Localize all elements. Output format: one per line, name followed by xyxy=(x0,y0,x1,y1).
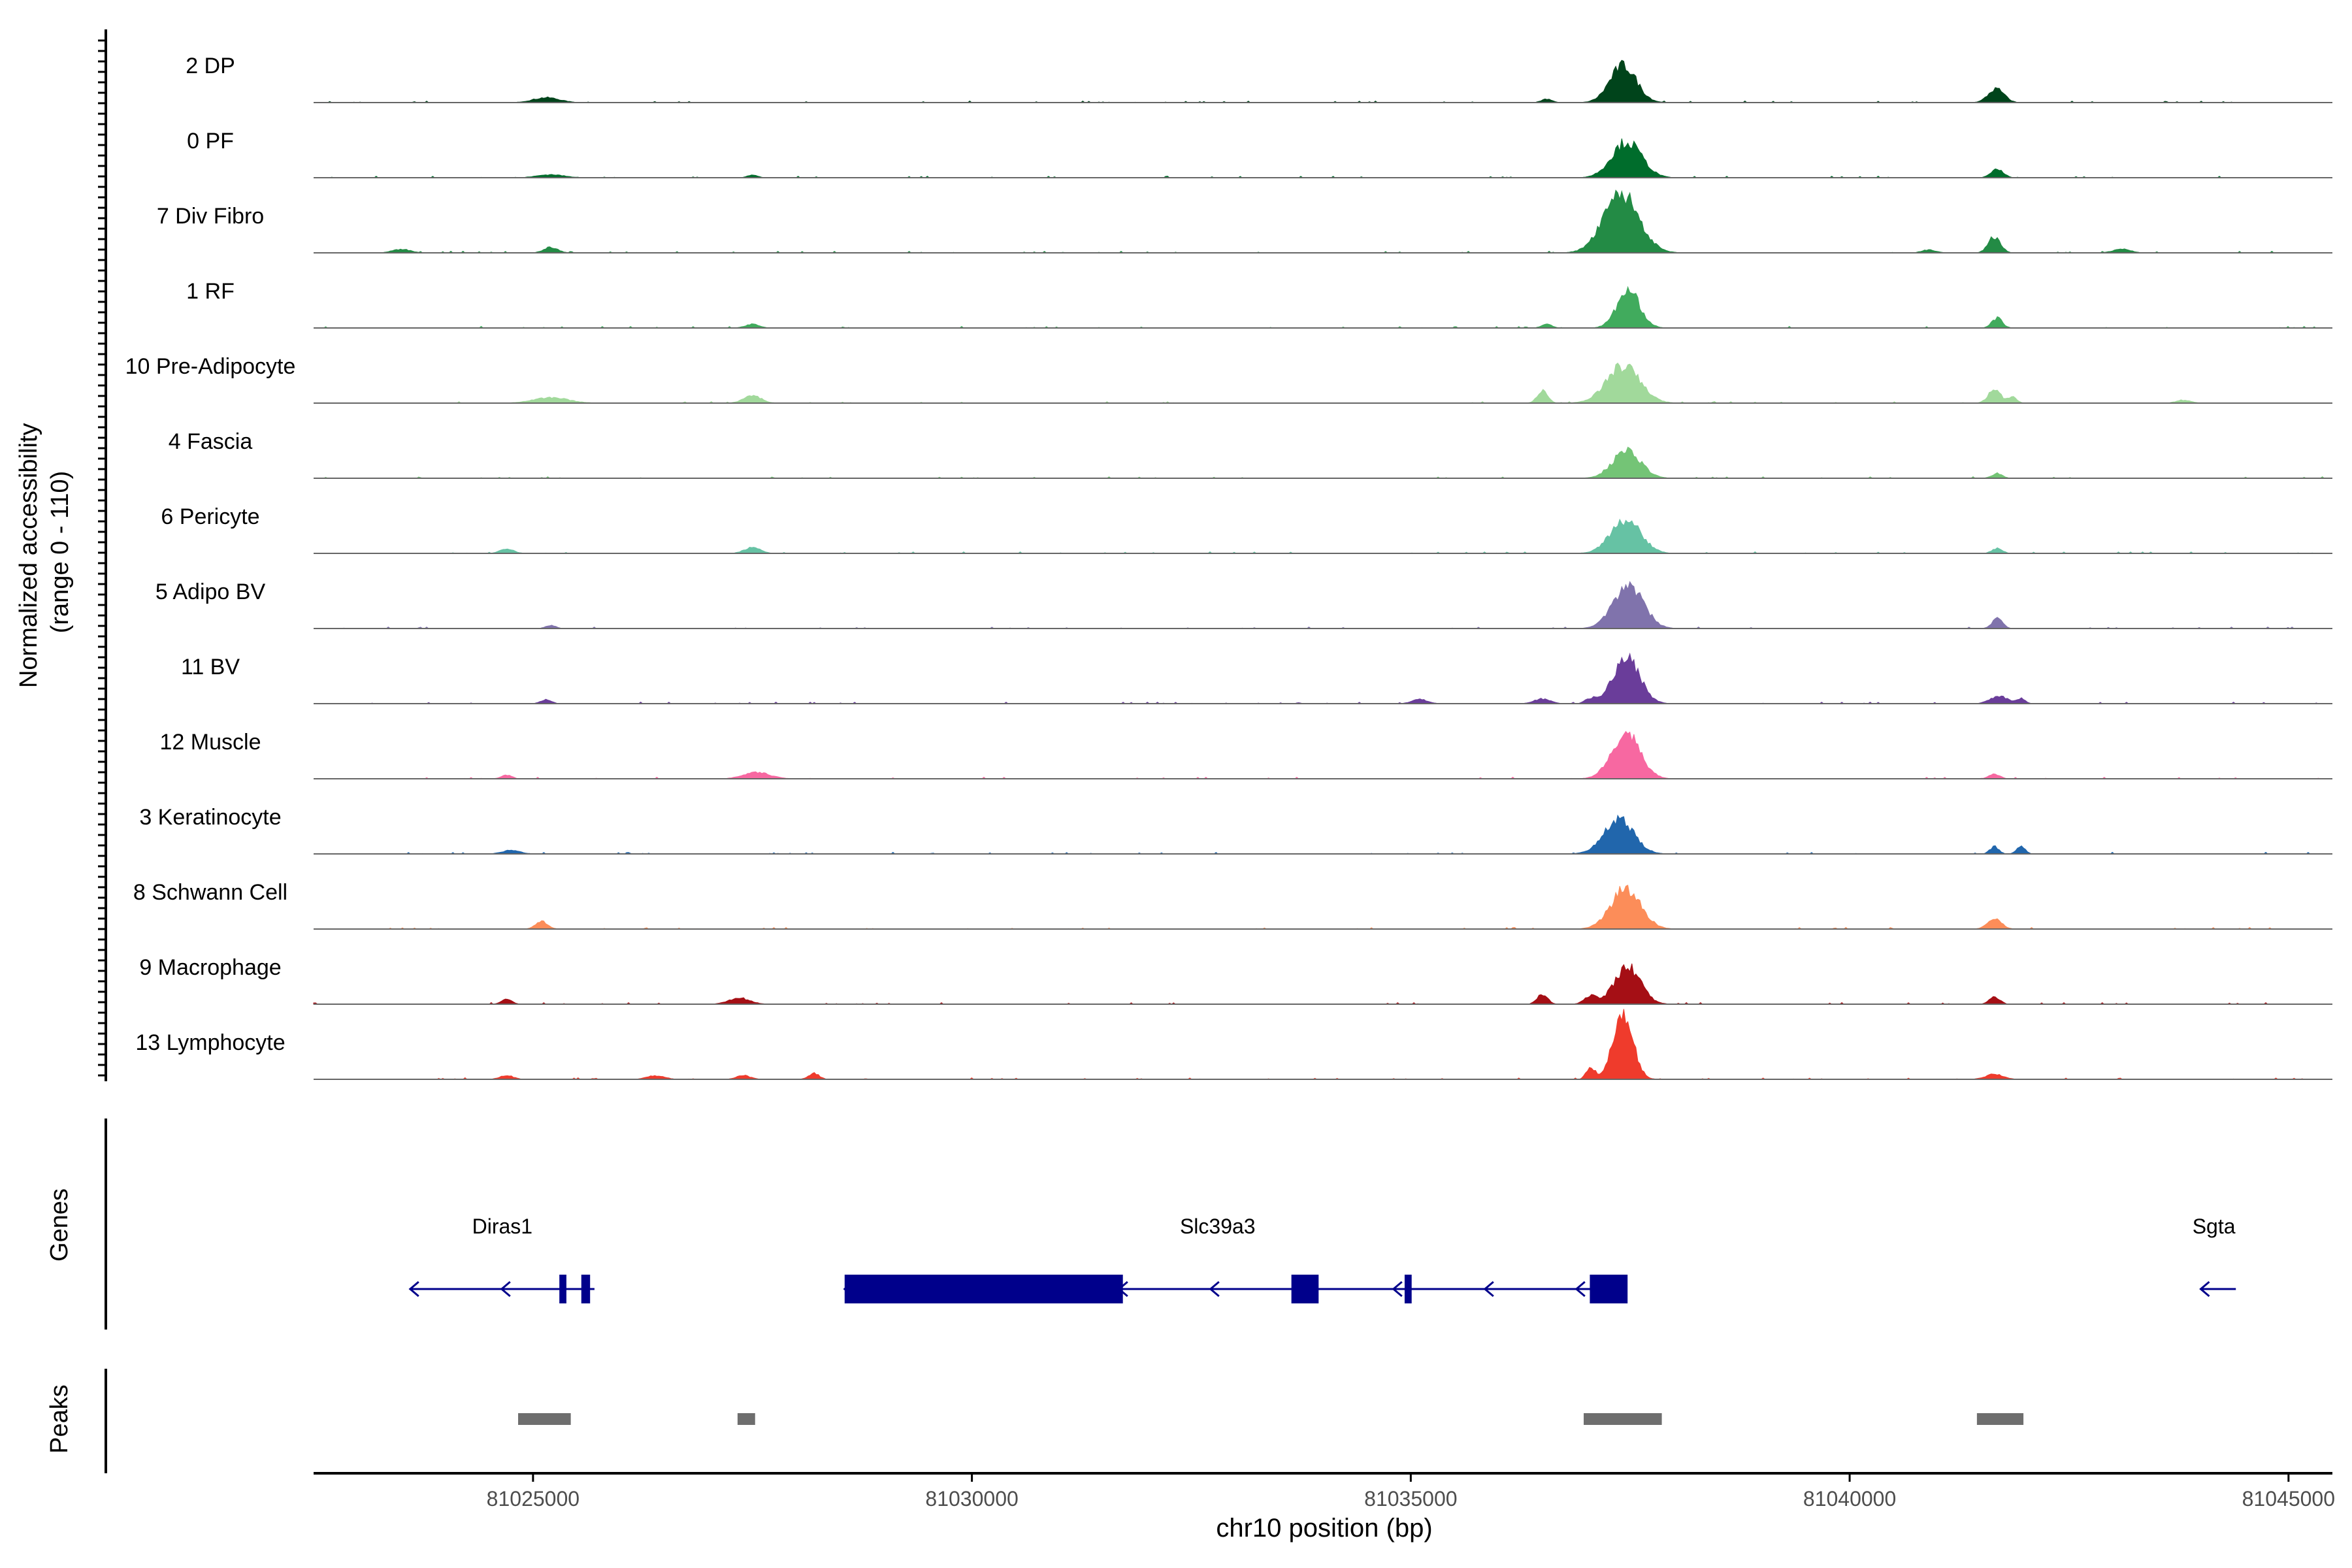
gene-exon xyxy=(1291,1275,1319,1303)
gene-exon xyxy=(559,1275,566,1303)
track-10-pre-adipocyte: 10 Pre-Adipocyte xyxy=(125,354,2332,404)
peak-region xyxy=(1976,1413,2024,1425)
track-signal xyxy=(314,581,2332,629)
track-signal xyxy=(314,518,2332,554)
track-label: 3 Keratinocyte xyxy=(139,805,281,830)
track-4-fascia: 4 Fascia xyxy=(169,429,2332,479)
track-5-adipo-bv: 5 Adipo BV xyxy=(155,580,2332,629)
track-signal xyxy=(314,446,2332,479)
x-tick-label: 81040000 xyxy=(1803,1487,1896,1511)
track-13-lymphocyte: 13 Lymphocyte xyxy=(135,1009,2332,1080)
peaks-label: Peaks xyxy=(46,1384,73,1454)
track-0-pf: 0 PF xyxy=(187,129,2332,178)
track-signal xyxy=(314,814,2332,855)
y-axis-label-line-1: Normalized accessibility xyxy=(15,423,42,688)
gene-exon xyxy=(844,1275,1123,1303)
track-9-macrophage: 9 Macrophage xyxy=(139,955,2333,1005)
track-6-pericyte: 6 Pericyte xyxy=(161,504,2332,554)
track-signal xyxy=(314,286,2332,329)
track-3-keratinocyte: 3 Keratinocyte xyxy=(139,805,2332,855)
track-label: 7 Div Fibro xyxy=(157,204,264,229)
gene-exon xyxy=(1404,1275,1412,1303)
track-12-muscle: 12 Muscle xyxy=(160,730,2332,779)
genes-label: Genes xyxy=(46,1188,73,1262)
x-axis: chr10 position (bp) 81025000 81030000 8103… xyxy=(314,1472,2335,1543)
strand-arrow xyxy=(408,1281,419,1298)
gene-label: Slc39a3 xyxy=(1180,1215,1256,1238)
track-label: 5 Adipo BV xyxy=(155,580,266,604)
gene-exon xyxy=(1590,1275,1628,1303)
gene-label: Diras1 xyxy=(472,1215,532,1238)
gene-slc39a3: Slc39a3 xyxy=(843,1215,1628,1303)
x-tick-label: 81035000 xyxy=(1364,1487,1457,1511)
track-1-rf: 1 RF xyxy=(186,279,2332,329)
strand-arrow xyxy=(2199,1281,2210,1298)
track-2-dp: 2 DP xyxy=(186,54,2332,103)
strand-arrow xyxy=(1483,1281,1494,1298)
strand-arrow xyxy=(1575,1281,1586,1298)
x-tick-label: 81025000 xyxy=(487,1487,580,1511)
gene-sgta: Sgta xyxy=(2193,1215,2236,1298)
track-label: 0 PF xyxy=(187,129,234,154)
track-label: 8 Schwann Cell xyxy=(133,880,287,905)
track-label: 6 Pericyte xyxy=(161,504,259,529)
track-8-schwann-cell: 8 Schwann Cell xyxy=(133,880,2332,930)
track-signal xyxy=(314,189,2332,253)
track-label: 9 Macrophage xyxy=(139,955,281,980)
gene-diras1: Diras1 xyxy=(408,1215,595,1303)
track-signal xyxy=(314,730,2332,779)
gene-exon xyxy=(581,1275,591,1303)
track-signal xyxy=(314,138,2332,178)
strand-arrow xyxy=(500,1281,511,1298)
strand-arrow xyxy=(1392,1281,1403,1298)
track-label: 2 DP xyxy=(186,54,235,78)
track-11-bv: 11 BV xyxy=(181,652,2332,704)
x-axis-label: chr10 position (bp) xyxy=(1216,1514,1432,1543)
track-signal xyxy=(313,963,2333,1005)
gene-label: Sgta xyxy=(2193,1215,2236,1238)
tracks-panel: 2 DP 0 PF 7 Div Fibro 1 RF 10 Pre-Adipocyte 4… xyxy=(98,29,2333,1081)
track-label: 1 RF xyxy=(186,279,235,304)
peak-region xyxy=(737,1413,755,1425)
peak-region xyxy=(518,1413,571,1425)
track-label: 10 Pre-Adipocyte xyxy=(125,354,296,379)
peak-region xyxy=(1584,1413,1662,1425)
track-signal xyxy=(313,885,2332,930)
track-label: 12 Muscle xyxy=(160,730,261,755)
x-tick-label: 81045000 xyxy=(2242,1487,2335,1511)
genes-panel: Genes Diras1 Slc39a3 Sgta xyxy=(46,1119,2236,1330)
track-signal xyxy=(314,652,2332,704)
track-signal xyxy=(313,362,2332,404)
track-label: 4 Fascia xyxy=(169,429,253,454)
y-axis-label-line-2: (range 0 - 110) xyxy=(46,471,74,634)
track-7-div-fibro: 7 Div Fibro xyxy=(157,189,2332,253)
peaks-panel: Peaks xyxy=(46,1369,2024,1473)
strand-arrow xyxy=(1209,1281,1220,1298)
x-tick-label: 81030000 xyxy=(925,1487,1018,1511)
track-signal xyxy=(314,59,2332,103)
y-axis-label: Normalized accessibility (range 0 - 110) xyxy=(15,416,74,688)
track-signal xyxy=(314,1009,2332,1080)
track-label: 11 BV xyxy=(181,655,240,679)
track-label: 13 Lymphocyte xyxy=(135,1030,285,1055)
